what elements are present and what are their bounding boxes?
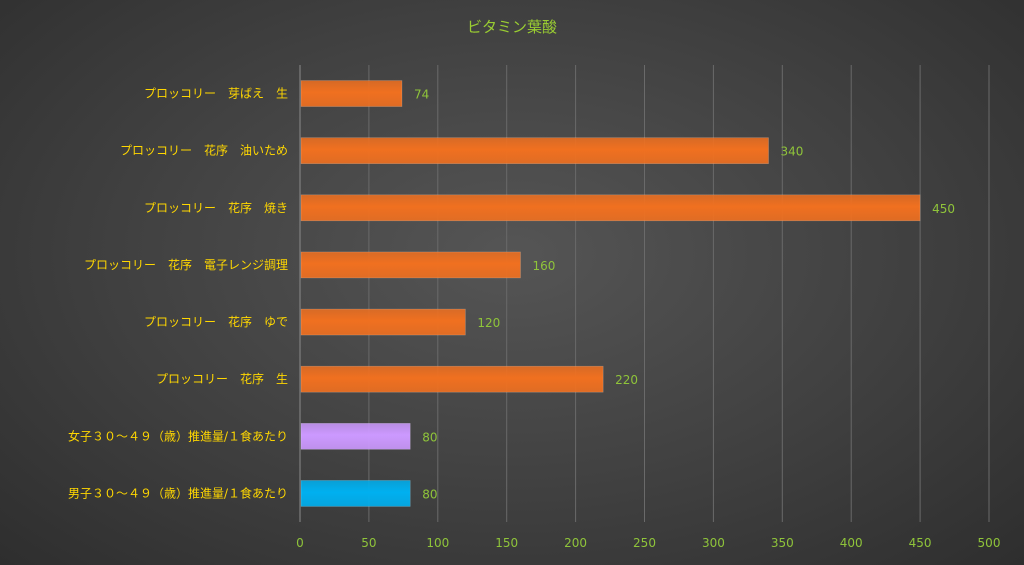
category-label: 女子３０～４９（歳）推進量/１食あたり (68, 428, 288, 443)
x-tick-label: 100 (426, 536, 449, 550)
category-label: プロッコリー 芽ばえ 生 (144, 87, 288, 101)
bar (300, 308, 466, 336)
chart-title: ビタミン葉酸 (467, 18, 557, 36)
bar (300, 251, 521, 279)
data-label: 80 (422, 487, 437, 501)
x-tick-label: 50 (361, 536, 376, 550)
bar (300, 480, 411, 507)
bar (300, 423, 411, 450)
category-label: 男子３０～４９（歳）推進量/１食あたり (68, 485, 288, 500)
category-label: プロッコリー 花序 焼き (144, 200, 288, 215)
data-label: 220 (615, 373, 638, 387)
x-tick-label: 300 (702, 536, 725, 550)
x-tick-label: 0 (296, 536, 304, 550)
bar (300, 80, 403, 107)
data-label: 340 (781, 145, 804, 159)
gridlines (368, 65, 990, 522)
data-label: 450 (932, 202, 955, 216)
data-label: 120 (477, 316, 500, 330)
category-label: プロッコリー 花序 油いため (120, 143, 288, 158)
x-tick-label: 150 (495, 536, 518, 550)
x-tick-label: 400 (840, 536, 863, 550)
data-label: 80 (422, 430, 437, 444)
category-label: プロッコリー 花序 生 (156, 371, 288, 386)
bar (300, 137, 769, 164)
data-label: 74 (414, 88, 429, 102)
bar (300, 194, 921, 222)
data-labels: 74 340 450 160 120 220 80 80 (414, 88, 955, 502)
x-tick-label: 500 (978, 536, 1001, 550)
x-tick-label: 200 (564, 536, 587, 550)
category-label: プロッコリー 花序 電子レンジ調理 (84, 257, 288, 272)
x-axis-ticks: 0 50 100 150 200 250 300 350 400 450 500 (296, 536, 1000, 550)
x-tick-label: 450 (909, 536, 932, 550)
bar (300, 365, 604, 393)
x-tick-label: 350 (771, 536, 794, 550)
category-label: プロッコリー 花序 ゆで (144, 314, 288, 329)
x-tick-label: 250 (633, 536, 656, 550)
data-label: 160 (532, 259, 555, 273)
bars (300, 80, 921, 507)
